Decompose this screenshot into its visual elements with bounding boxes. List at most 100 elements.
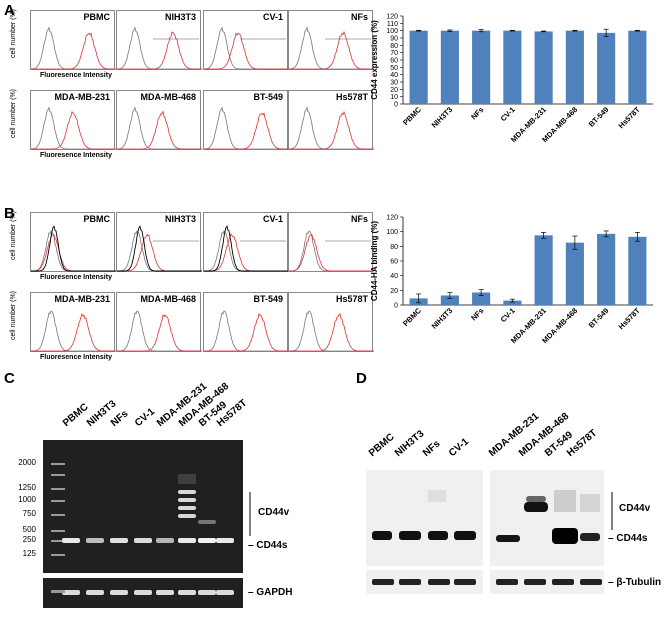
gapdh-band — [156, 590, 174, 595]
cd44v-band — [198, 520, 216, 524]
flow-title-bt-549: BT-549 — [253, 92, 283, 102]
gapdh-band — [110, 590, 128, 595]
cd44s-band — [399, 531, 421, 540]
gel-lane-label: CV-1 — [132, 406, 158, 429]
blot-lane-label: MDA-MB-231 — [486, 410, 542, 459]
panel-label-c: C — [4, 370, 15, 387]
bar — [565, 30, 584, 105]
blot-lane-label: NFs — [420, 438, 443, 459]
gel-label-gapdh: – GAPDH — [248, 587, 293, 598]
cd44-ha-binding-chart: 0 20 40 60 80 100 120 CD44-HA binding (%) PBMC NI… — [370, 215, 653, 345]
cd44s-band — [454, 531, 476, 540]
ladder-label: 750 — [22, 509, 36, 518]
gapdh-band — [198, 590, 216, 595]
bar — [628, 236, 647, 305]
tubulin-band — [428, 579, 450, 585]
cd44s-band — [156, 538, 174, 543]
x-tick-label: BT-549 — [587, 105, 611, 129]
flow-ylabel: cell number (%) — [10, 8, 17, 58]
flow-histogram-nih3t3: NIH3T3 — [116, 212, 202, 272]
x-tick-label: PBMC — [401, 306, 423, 328]
y-tick-label: 10 — [390, 94, 398, 101]
y-axis-label: CD44-HA binding (%) — [370, 221, 379, 301]
cd44s-band — [552, 528, 578, 544]
flow-histogram-bt-549: BT-549 — [203, 90, 289, 150]
ladder-band — [51, 540, 65, 542]
cd44v-band — [178, 490, 196, 494]
tubulin-blot-left — [366, 570, 483, 594]
flow-histogram-hs578t: Hs578T — [288, 90, 374, 150]
y-tick-label: 20 — [390, 288, 398, 295]
flow-title-cv-1: CV-1 — [262, 214, 283, 224]
pcr-gel-main — [43, 440, 243, 573]
flow-ylabel: cell number (%) — [10, 88, 17, 138]
y-tick-label: 60 — [390, 259, 398, 266]
flow-title-hs578t: Hs578T — [335, 294, 368, 304]
flow-histogram-nfs: NFs — [288, 212, 374, 272]
bar — [534, 31, 553, 104]
x-tick-label: NFs — [469, 306, 485, 322]
bar — [565, 242, 584, 305]
gel-label-cd44v: CD44v — [258, 507, 290, 518]
cd44v-band — [178, 506, 196, 510]
cd44s-band — [198, 538, 216, 543]
flow-title-bt-549: BT-549 — [253, 294, 283, 304]
faint-band — [428, 490, 446, 502]
flow-xlabel: Fluoresence Intensity — [40, 354, 112, 361]
y-axis-label: CD44 expression (%) — [370, 20, 379, 100]
flow-histogram-mda-mb-231: MDA-MB-231 — [30, 292, 116, 352]
gapdh-band — [86, 590, 104, 595]
x-tick-label: CV-1 — [499, 306, 517, 324]
y-tick-label: 80 — [390, 43, 398, 50]
cd44s-band — [580, 533, 600, 541]
flow-histogram-nih3t3: NIH3T3 — [116, 10, 202, 70]
cd44s-band — [428, 531, 448, 540]
cd44v-band — [178, 514, 196, 518]
blot-lane-label: PBMC — [366, 431, 397, 459]
cd44v-band — [526, 496, 546, 502]
y-tick-label: 120 — [386, 215, 398, 222]
flow-title-mda-mb-231: MDA-MB-231 — [54, 294, 110, 304]
cd44v-bracket — [249, 492, 251, 536]
flow-histogram-mda-mb-468: MDA-MB-468 — [116, 292, 202, 352]
bar — [503, 300, 522, 305]
bar — [409, 30, 428, 105]
panel-label-a: A — [4, 2, 15, 19]
cd44v-smear — [554, 490, 576, 512]
flow-histogram-pbmc: PBMC — [30, 10, 116, 70]
cd44s-band — [216, 538, 234, 543]
flow-title-pbmc: PBMC — [83, 214, 111, 224]
ladder-label: 1250 — [18, 483, 36, 492]
ladder-band — [51, 590, 65, 593]
flow-title-nih3t3: NIH3T3 — [164, 214, 196, 224]
flow-histogram-nfs: NFs — [288, 10, 374, 70]
bar — [597, 32, 616, 104]
panel-label-d: D — [356, 370, 367, 387]
y-tick-label: 40 — [390, 273, 398, 280]
y-tick-label: 110 — [387, 21, 398, 28]
flow-ylabel: cell number (%) — [10, 290, 17, 340]
x-tick-label: BT-549 — [587, 306, 611, 330]
flow-title-mda-mb-231: MDA-MB-231 — [54, 92, 110, 102]
flow-histogram-bt-549: BT-549 — [203, 292, 289, 352]
x-tick-label: Hs578T — [617, 306, 643, 332]
cd44s-band — [178, 538, 196, 543]
gapdh-band — [62, 590, 80, 595]
y-tick-label: 40 — [390, 72, 398, 79]
ladder-band — [51, 530, 65, 532]
tubulin-band — [496, 579, 518, 585]
tubulin-band — [552, 579, 574, 585]
flow-xlabel: Fluoresence Intensity — [40, 152, 112, 159]
ladder-label: 500 — [22, 525, 36, 534]
flow-title-pbmc: PBMC — [83, 12, 111, 22]
flow-xlabel: Fluoresence Intensity — [40, 274, 112, 281]
cd44s-band — [496, 535, 520, 542]
gel-lane-label: PBMC — [60, 401, 91, 429]
flow-histogram-cv-1: CV-1 — [203, 212, 289, 272]
ladder-band — [51, 488, 65, 490]
bar — [534, 235, 553, 305]
flow-title-nih3t3: NIH3T3 — [164, 12, 196, 22]
flow-title-nfs: NFs — [350, 12, 368, 22]
cd44s-band — [372, 531, 392, 540]
cd44s-band — [134, 538, 152, 543]
